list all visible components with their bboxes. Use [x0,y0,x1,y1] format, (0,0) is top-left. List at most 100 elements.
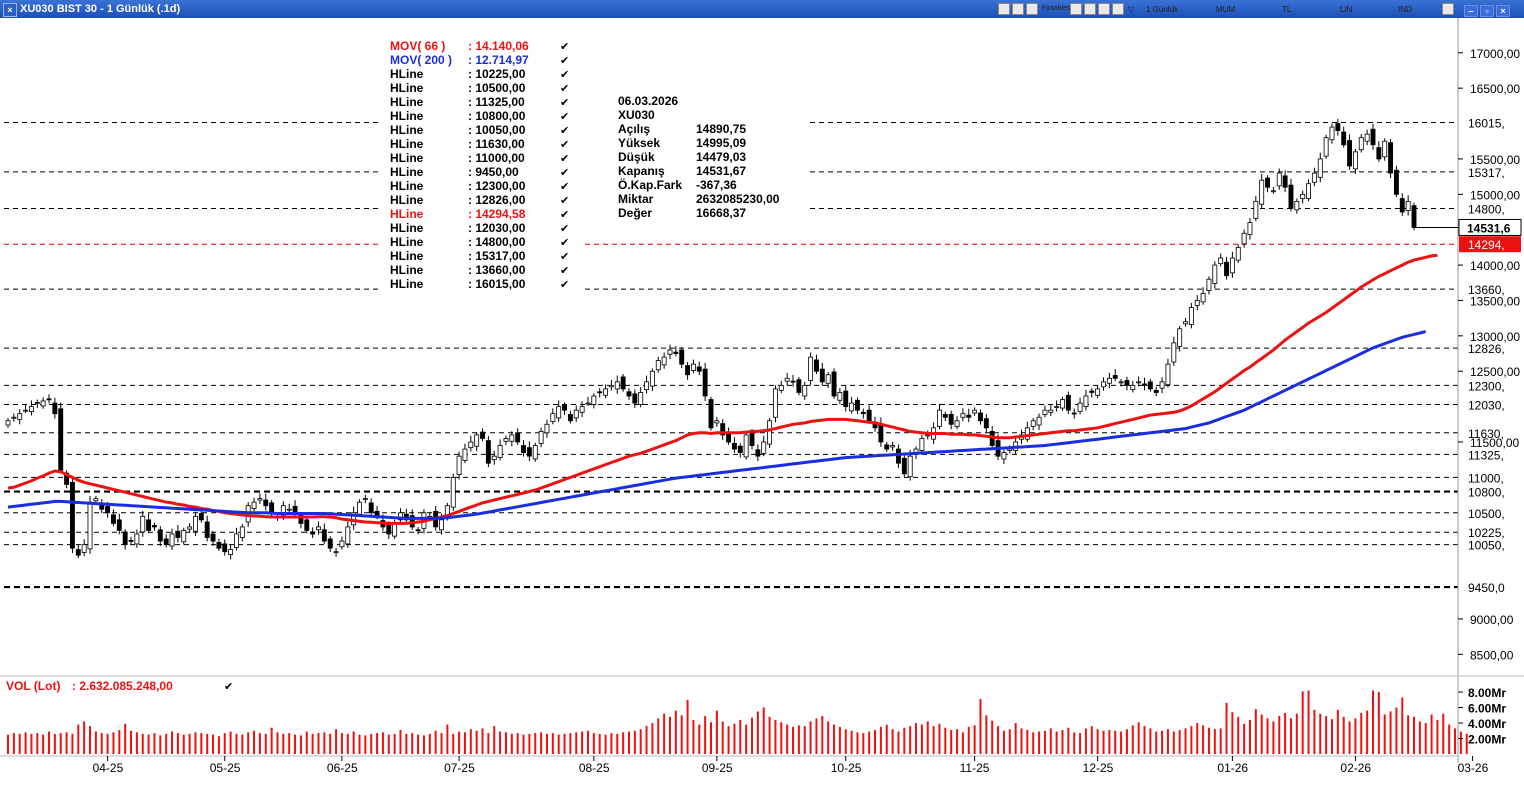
restore-button[interactable]: ▫ [1480,5,1494,17]
volume-bar [83,721,86,754]
volume-bar [1272,721,1275,754]
info-value: 14995,09 [696,136,746,150]
candle-body [1364,133,1370,142]
candle-body [515,432,521,443]
overlay-legend: MOV( 66 ): 14.140,06 ✔ MOV( 200 ): 12.714,… [390,39,569,291]
price-chart[interactable]: 16015, 15317, 14800, 14294, 13660, 12826, 1230… [0,18,1524,793]
candle-body [778,384,784,391]
volume-bar [1202,725,1205,754]
scale-selector[interactable]: LIN [1340,5,1353,14]
mode-selector[interactable]: IND [1398,5,1412,14]
info-value: 14479,03 [696,150,746,164]
volume-bar [1166,729,1169,754]
chevron-down-icon[interactable]: ▽ [1128,5,1135,14]
volume-bar [112,732,115,754]
candle-body [286,508,292,511]
volume-bar [1213,729,1216,754]
close-button[interactable]: × [1496,5,1510,17]
volume-bar [1161,730,1164,754]
toolbar-logo: Fintables [1042,5,1071,12]
pencil-icon[interactable] [1098,3,1110,15]
legend-label: HLine [390,151,424,165]
candle-body [480,431,485,439]
volume-bar [1225,702,1228,754]
volume-tick-label: 8.00Mr [1468,686,1506,700]
minimize-button[interactable]: – [1464,5,1478,17]
window-menu-icon[interactable]: × [3,3,17,17]
volume-bar [100,733,103,754]
compare-icon[interactable] [1112,3,1124,15]
volume-bar [710,722,712,754]
candle-body [1001,452,1007,460]
candle-body [1294,200,1300,211]
candle-body [896,448,901,464]
volume-bar [1260,714,1263,754]
candle-body [1165,363,1171,386]
volume-bar [1336,709,1339,754]
info-label: Miktar [618,192,654,206]
volume-bar [212,734,215,754]
volume-bar [879,726,882,754]
mov200-line [7,330,1427,520]
layout-icon[interactable] [1442,3,1454,15]
candle-body [1030,420,1036,427]
candle-body [456,455,462,475]
volume-bar [1231,712,1234,754]
candle-body [1147,381,1153,390]
candle-body [1048,409,1054,413]
volume-bar [997,726,1000,754]
candle-body [17,413,23,420]
candle-body [673,351,679,354]
legend-label: HLine [390,137,424,151]
volume-bar [698,724,701,754]
candle-body [1235,246,1241,261]
period-selector[interactable]: 1 Günlük [1146,5,1179,14]
candle-body [937,409,942,427]
candle-body [1024,427,1030,440]
volume-bar [399,730,402,754]
volume-bar [165,733,168,754]
volume-bar [1067,727,1070,754]
volume-bar [510,733,513,754]
legend-label: MOV( 200 ) [390,53,452,67]
volume-bar [89,726,92,754]
zoom-icon[interactable] [1084,3,1096,15]
volume-bar [188,733,191,754]
draw-icon[interactable] [1012,3,1024,15]
volume-bar [1207,727,1210,754]
grid-icon[interactable] [1070,3,1082,15]
volume-bar [920,724,923,754]
legend-value: : 16015,00 [468,277,526,291]
volume-bar [200,733,203,754]
volume-bar [827,721,830,754]
candle-body [649,370,655,387]
volume-bar [639,729,642,754]
hline-label: 11630, [1468,427,1504,441]
candle-body [866,409,872,422]
candle-body [1159,381,1165,389]
chart-settings-icon[interactable] [998,3,1010,15]
candle-body [1042,409,1048,415]
check-icon: ✔ [560,68,569,81]
candle-body [603,388,609,396]
candle-body [1306,183,1312,199]
info-value: 14531,67 [696,164,746,178]
candle-body [1177,328,1183,347]
candle-body [972,409,978,414]
volume-bar [1219,728,1222,754]
candle-body [925,434,931,437]
volume-bar [264,733,267,754]
legend-value: : 12300,00 [468,179,526,193]
candle-body [825,374,831,384]
currency-selector[interactable]: TL [1282,5,1292,14]
chart-type-selector[interactable]: MUM [1216,5,1236,14]
candle-body [1200,292,1206,303]
time-tick-label: 07-25 [444,761,475,775]
check-icon: ✔ [560,180,569,193]
volume-bar [159,735,162,754]
candle-body [521,445,526,454]
text-tool-icon[interactable] [1026,3,1038,15]
volume-bar [1032,732,1035,754]
candle-body [415,529,421,532]
volume-bar [458,731,461,754]
